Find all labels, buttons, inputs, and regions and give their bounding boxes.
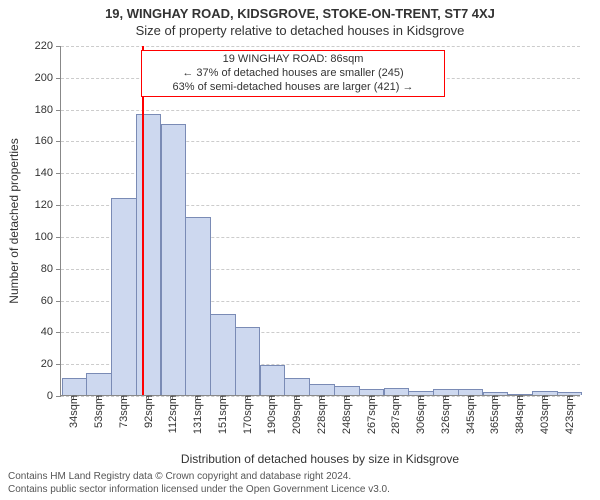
reference-line (142, 46, 144, 395)
histogram-bar (235, 327, 261, 395)
annotation-line: ← 37% of detached houses are smaller (24… (148, 67, 438, 81)
footer-line-1: Contains HM Land Registry data © Crown c… (8, 471, 390, 484)
y-tick-label: 60 (41, 295, 61, 307)
y-tick-label: 80 (41, 263, 61, 275)
y-tick-label: 0 (47, 390, 61, 402)
grid-line (61, 46, 580, 47)
x-axis-label: Distribution of detached houses by size … (60, 452, 580, 466)
histogram-bar (309, 384, 335, 395)
histogram-bar (260, 365, 286, 395)
x-tick-label: 92sqm (141, 395, 155, 428)
x-tick-label: 131sqm (190, 395, 204, 434)
x-tick-label: 326sqm (438, 395, 452, 434)
histogram-bar (284, 378, 310, 395)
x-tick-label: 209sqm (289, 395, 303, 434)
y-tick-label: 220 (35, 40, 61, 52)
page-subtitle: Size of property relative to detached ho… (0, 21, 600, 38)
annotation-line: 19 WINGHAY ROAD: 86sqm (148, 53, 438, 67)
y-tick-label: 200 (35, 72, 61, 84)
grid-line (61, 110, 580, 111)
x-tick-label: 384sqm (512, 395, 526, 434)
histogram-bar (136, 114, 162, 395)
x-tick-label: 423sqm (562, 395, 576, 434)
histogram-bar (111, 198, 137, 395)
x-tick-label: 248sqm (339, 395, 353, 434)
y-tick-label: 100 (35, 231, 61, 243)
x-tick-label: 287sqm (388, 395, 402, 434)
x-tick-label: 190sqm (264, 395, 278, 434)
page-title: 19, WINGHAY ROAD, KIDSGROVE, STOKE-ON-TR… (0, 0, 600, 21)
y-tick-label: 140 (35, 167, 61, 179)
x-tick-label: 34sqm (66, 395, 80, 428)
y-tick-label: 180 (35, 104, 61, 116)
footer-attribution: Contains HM Land Registry data © Crown c… (8, 471, 390, 496)
histogram-bar (384, 388, 410, 395)
x-tick-label: 112sqm (165, 395, 179, 433)
y-axis-label: Number of detached properties (7, 46, 21, 396)
x-tick-label: 267sqm (364, 395, 378, 434)
x-tick-label: 345sqm (463, 395, 477, 434)
y-tick-label: 20 (41, 358, 61, 370)
histogram-bar (161, 124, 187, 395)
x-tick-label: 403sqm (537, 395, 551, 434)
chart-area: 02040608010012014016018020022034sqm53sqm… (60, 46, 580, 396)
histogram-bar (62, 378, 88, 395)
histogram-bar (334, 386, 360, 395)
footer-line-2: Contains public sector information licen… (8, 484, 390, 497)
x-tick-label: 365sqm (487, 395, 501, 434)
histogram-bar (185, 217, 211, 395)
histogram-bar (86, 373, 112, 395)
plot-region: 02040608010012014016018020022034sqm53sqm… (60, 46, 580, 396)
y-tick-label: 160 (35, 135, 61, 147)
y-tick-label: 120 (35, 199, 61, 211)
y-tick-label: 40 (41, 326, 61, 338)
x-tick-label: 170sqm (240, 395, 254, 434)
x-tick-label: 228sqm (314, 395, 328, 434)
annotation-line: 63% of semi-detached houses are larger (… (148, 81, 438, 95)
annotation-box: 19 WINGHAY ROAD: 86sqm← 37% of detached … (141, 50, 445, 97)
x-tick-label: 306sqm (413, 395, 427, 434)
histogram-bar (210, 314, 236, 395)
x-tick-label: 73sqm (116, 395, 130, 428)
x-tick-label: 53sqm (91, 395, 105, 428)
x-tick-label: 151sqm (215, 395, 229, 434)
